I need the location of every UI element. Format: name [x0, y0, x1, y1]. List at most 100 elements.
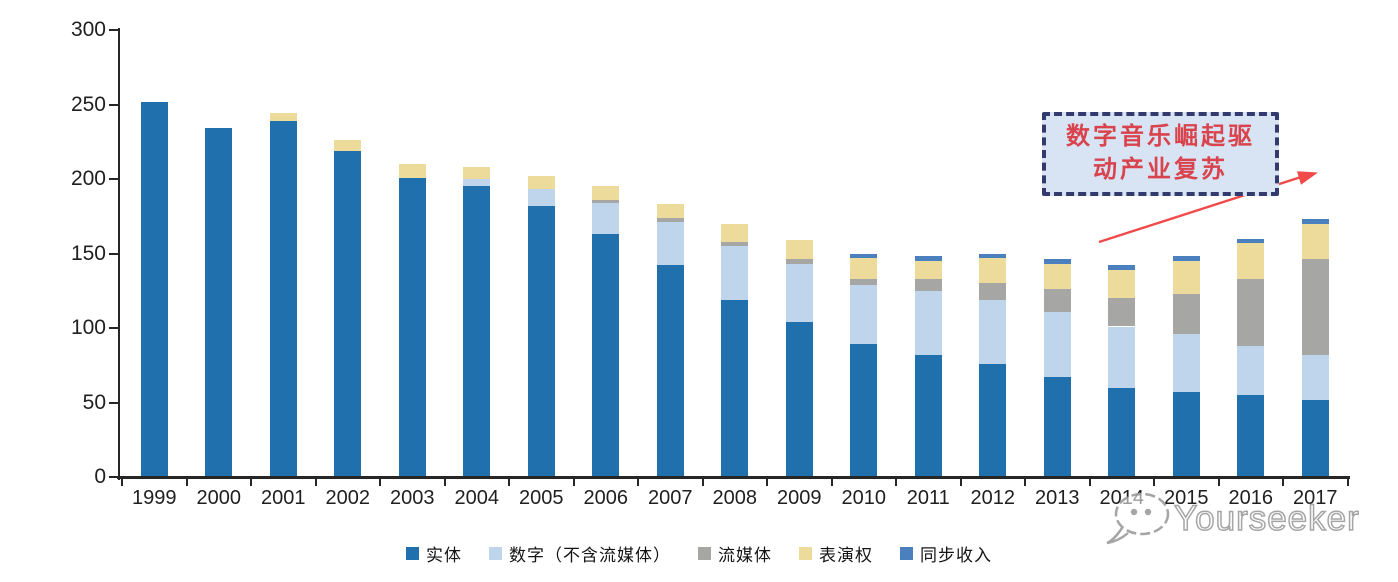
legend-item: 同步收入 — [900, 541, 992, 566]
x-axis-tick — [766, 478, 768, 486]
x-axis-label-2013: 2013 — [1035, 487, 1080, 509]
x-axis-tick — [508, 478, 510, 486]
bar-segment-表演权-2015 — [1172, 260, 1200, 294]
bar-segment-表演权-2016 — [1237, 243, 1265, 279]
bar-segment-实体-2008 — [721, 299, 749, 477]
annotation-text-line2: 动产业复苏 — [1093, 157, 1228, 183]
y-axis-tick-label: 50 — [82, 390, 106, 414]
x-axis-label-2010: 2010 — [841, 487, 887, 509]
legend-swatch-icon — [406, 547, 419, 560]
x-axis-tick — [959, 478, 962, 486]
legend-swatch-icon — [799, 547, 812, 560]
y-axis-tick — [109, 401, 118, 404]
bar-segment-表演权-2001 — [269, 113, 297, 121]
bar-segment-实体-2000 — [205, 128, 233, 477]
bar-segment-数字（不含流媒体）-2006 — [592, 202, 620, 235]
watermark: Yourseeker — [1102, 490, 1360, 548]
y-axis-tick — [109, 252, 118, 255]
bar-segment-流媒体-2015 — [1172, 293, 1200, 334]
bar-segment-表演权-2013 — [1043, 263, 1071, 290]
bar-segment-表演权-2010 — [850, 257, 878, 279]
bar-segment-表演权-2014 — [1108, 269, 1136, 299]
bar-segment-流媒体-2016 — [1237, 278, 1265, 346]
x-axis-label-2006: 2006 — [583, 487, 629, 509]
legend-swatch-icon — [698, 547, 711, 560]
x-axis-tick — [1217, 478, 1220, 486]
x-axis-label-2017: 2017 — [1293, 487, 1338, 509]
x-axis-label-2015: 2015 — [1164, 487, 1209, 509]
bar-segment-实体-2013 — [1043, 377, 1071, 477]
bar-segment-数字（不含流媒体）-2015 — [1172, 333, 1200, 393]
bar-segment-实体-2009 — [785, 322, 813, 477]
bar-segment-数字（不含流媒体）-2013 — [1043, 311, 1071, 378]
bar-segment-实体-2011 — [914, 354, 942, 477]
bar-segment-实体-2010 — [850, 344, 878, 477]
y-axis-tick — [109, 103, 118, 106]
x-axis-label-2009: 2009 — [777, 487, 822, 509]
bar-segment-数字（不含流媒体）-2005 — [527, 189, 555, 206]
legend-label: 实体 — [426, 546, 462, 565]
bar-segment-实体-2005 — [527, 205, 555, 477]
bar-segment-流媒体-2010 — [850, 278, 878, 285]
bar-segment-数字（不含流媒体）-2014 — [1108, 326, 1136, 388]
x-axis-label-2000: 2000 — [196, 487, 242, 509]
bar-segment-表演权-2012 — [979, 257, 1007, 284]
x-axis-tick — [1088, 478, 1091, 486]
annotation-text-line1: 数字音乐崛起驱 — [1066, 124, 1255, 150]
bar-segment-表演权-2005 — [527, 176, 555, 190]
x-axis-tick — [121, 478, 123, 486]
bar-segment-实体-2001 — [269, 120, 297, 477]
bar-segment-流媒体-2017 — [1301, 259, 1329, 355]
x-axis — [117, 476, 1350, 479]
bar-segment-实体-2006 — [592, 234, 620, 477]
watermark-brand-text: Yourseeker — [1173, 498, 1360, 539]
bar-segment-实体-2012 — [979, 363, 1007, 477]
bar-segment-实体-2004 — [463, 186, 491, 477]
x-axis-label-2012: 2012 — [970, 487, 1016, 509]
bar-segment-流媒体-2007 — [656, 217, 684, 223]
x-axis-tick — [314, 478, 317, 486]
yourseeker-logo-icon — [1106, 492, 1170, 545]
bar-segment-数字（不含流媒体）-2011 — [914, 290, 942, 355]
x-axis-tick — [1153, 478, 1155, 486]
legend-label: 表演权 — [819, 546, 873, 565]
legend: 实体 数字（不含流媒体） 流媒体 表演权 同步收入 — [0, 541, 1398, 566]
y-axis-tick-label: 200 — [70, 167, 106, 190]
x-axis-label-2008: 2008 — [712, 487, 758, 509]
x-axis-tick — [379, 478, 381, 486]
bar-segment-同步收入-2016 — [1237, 238, 1265, 244]
bar-segment-同步收入-2015 — [1172, 256, 1200, 261]
y-axis-tick — [109, 327, 118, 329]
legend-item: 数字（不含流媒体） — [489, 541, 671, 566]
legend-swatch-icon — [900, 547, 913, 560]
x-axis-label-2004: 2004 — [454, 487, 500, 509]
x-axis-tick — [572, 478, 575, 486]
legend-item: 实体 — [406, 541, 462, 566]
bar-segment-表演权-2003 — [398, 164, 426, 178]
bar-segment-流媒体-2009 — [785, 259, 813, 264]
bar-segment-实体-1999 — [140, 101, 168, 477]
legend-item: 表演权 — [799, 541, 873, 566]
legend-swatch-icon — [489, 547, 502, 560]
bar-segment-表演权-2002 — [334, 140, 362, 151]
bar-segment-实体-2007 — [656, 265, 684, 477]
x-axis-tick — [830, 478, 833, 486]
bar-segment-同步收入-2010 — [850, 253, 878, 258]
bar-segment-表演权-2007 — [656, 204, 684, 218]
bar-segment-表演权-2017 — [1301, 223, 1329, 260]
bar-segment-流媒体-2012 — [979, 283, 1007, 300]
x-axis-tick — [443, 478, 446, 486]
y-axis-tick — [109, 29, 118, 31]
bar-segment-同步收入-2017 — [1301, 219, 1329, 224]
bar-segment-数字（不含流媒体）-2008 — [721, 246, 749, 300]
x-axis-tick — [250, 478, 252, 486]
x-axis-tick — [637, 478, 639, 486]
bar-segment-实体-2002 — [334, 150, 362, 477]
bar-segment-表演权-2009 — [785, 240, 813, 260]
bar-segment-实体-2014 — [1108, 387, 1136, 477]
legend-label: 数字（不含流媒体） — [509, 546, 671, 565]
x-axis-label-2011: 2011 — [906, 487, 950, 509]
bar-segment-流媒体-2008 — [721, 241, 749, 247]
